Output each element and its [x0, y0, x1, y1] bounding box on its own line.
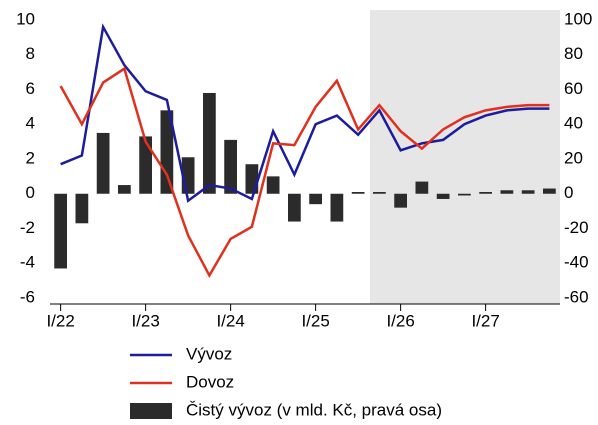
y-tick-label: -4 [20, 253, 35, 272]
bar [458, 193, 471, 196]
y-tick-label: 8 [26, 44, 35, 63]
bar [436, 193, 450, 199]
bar [288, 193, 301, 222]
y2-tick-label: 40 [564, 114, 583, 133]
x-tick-label: I/24 [216, 311, 244, 330]
bar [266, 176, 280, 194]
y2-tick-label: 0 [564, 183, 573, 202]
y-tick-label: 0 [26, 183, 35, 202]
bar [543, 188, 556, 194]
bar [139, 136, 152, 194]
x-tick-label: I/27 [471, 311, 499, 330]
bar [500, 190, 514, 194]
y2-tick-label: 20 [564, 148, 583, 167]
bar [54, 193, 67, 269]
y-tick-label: 6 [26, 79, 35, 98]
y-tick-label: -6 [20, 287, 35, 306]
bar [75, 193, 89, 224]
bar [203, 92, 216, 194]
line [60, 23, 550, 203]
y-tick-label: 4 [26, 114, 35, 133]
bar [415, 181, 429, 194]
bar [309, 193, 322, 205]
bar [351, 192, 365, 194]
bar [373, 192, 386, 194]
legend-label: Čistý vývoz (v mld. Kč, pravá osa) [186, 400, 442, 419]
y2-tick-label: -40 [564, 253, 589, 272]
bar [330, 193, 344, 222]
x-tick-label: I/22 [46, 311, 74, 330]
bar [521, 190, 535, 194]
y-tick-label: 2 [26, 148, 35, 167]
legend-swatch [130, 403, 172, 419]
y2-tick-label: -60 [564, 287, 589, 306]
x-tick-label: I/26 [386, 311, 414, 330]
y-tick-label: 10 [16, 9, 35, 28]
legend-label: Vývoz [186, 344, 232, 363]
bar [224, 139, 237, 194]
y2-tick-label: -20 [564, 218, 589, 237]
y2-tick-label: 100 [564, 9, 592, 28]
legend-label: Dovoz [186, 372, 234, 391]
bar [394, 193, 407, 208]
y-tick-label: -2 [20, 218, 35, 237]
bar [118, 185, 131, 194]
y2-tick-label: 60 [564, 79, 583, 98]
bar [96, 132, 110, 194]
x-tick-label: I/25 [301, 311, 329, 330]
x-tick-label: I/23 [131, 311, 159, 330]
bar [479, 192, 492, 194]
y2-tick-label: 80 [564, 44, 583, 63]
bar [160, 110, 174, 194]
bar [245, 164, 259, 194]
forecast-shade [370, 10, 560, 304]
line [59, 66, 550, 278]
